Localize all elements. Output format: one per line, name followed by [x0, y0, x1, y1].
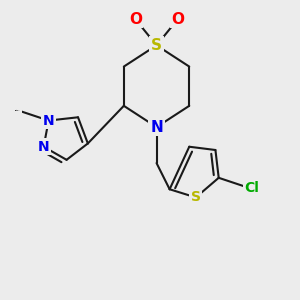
Text: Cl: Cl — [244, 181, 260, 195]
Text: N: N — [150, 120, 163, 135]
Text: S: S — [151, 38, 162, 53]
Text: N: N — [38, 140, 50, 154]
Text: methyl: methyl — [9, 108, 14, 109]
Text: methyl: methyl — [15, 110, 20, 111]
Text: S: S — [191, 190, 201, 204]
Text: methyl: methyl — [17, 110, 22, 111]
Text: N: N — [43, 114, 54, 128]
Text: O: O — [171, 12, 184, 27]
Text: O: O — [129, 12, 142, 27]
Text: methyl: methyl — [16, 108, 21, 109]
